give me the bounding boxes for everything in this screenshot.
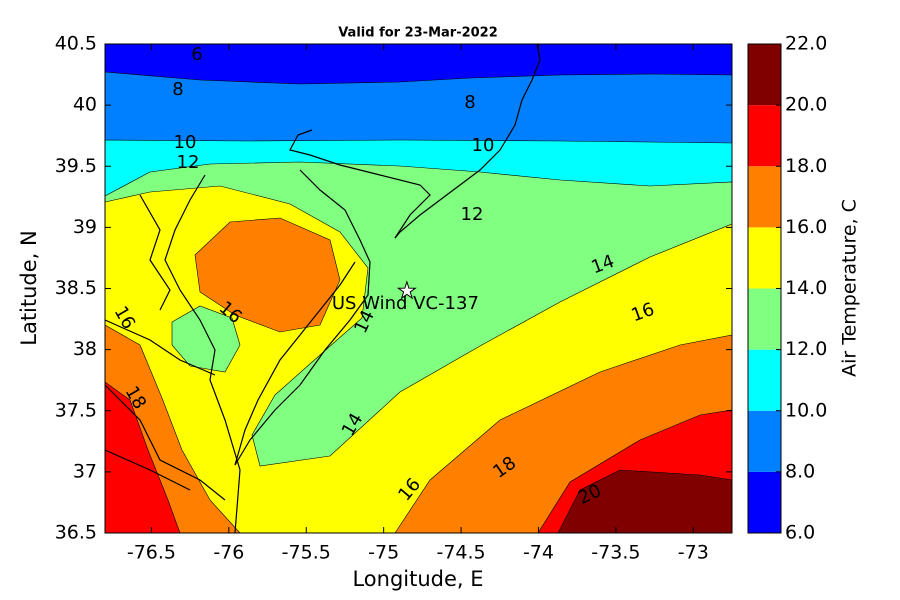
colorbar-tick-label: 22.0 bbox=[785, 33, 827, 55]
colorbar-swatch bbox=[748, 349, 781, 411]
coastline-segment bbox=[164, 174, 241, 534]
colorbar-tick-label: 10.0 bbox=[785, 399, 827, 421]
colorbar-swatch bbox=[748, 166, 781, 228]
y-tick-label: 40.5 bbox=[55, 33, 97, 55]
coastline-segment bbox=[234, 169, 371, 466]
contour-label: 8 bbox=[172, 79, 183, 100]
x-tick-label: -74 bbox=[523, 542, 554, 564]
coastline-segment bbox=[139, 194, 171, 311]
y-tick-label: 38.5 bbox=[55, 277, 97, 299]
x-tick-label: -76 bbox=[213, 542, 244, 564]
contour-label: 6 bbox=[191, 44, 202, 65]
contour-region bbox=[194, 217, 341, 333]
x-tick-label: -73 bbox=[678, 542, 709, 564]
chart-title: Valid for 23-Mar-2022 bbox=[338, 26, 498, 41]
coastline-segment bbox=[104, 384, 226, 501]
y-tick-label: 39.5 bbox=[55, 155, 97, 177]
colorbar-label: Air Temperature, C bbox=[839, 199, 861, 377]
colorbar-tick-label: 12.0 bbox=[785, 338, 827, 360]
contour-label: 8 bbox=[464, 92, 475, 113]
y-tick-label: 37.5 bbox=[55, 399, 97, 421]
colorbar-swatch bbox=[748, 44, 781, 106]
colorbar-swatch bbox=[748, 288, 781, 350]
y-tick-label: 40 bbox=[73, 94, 97, 116]
contour-label: 10 bbox=[472, 135, 495, 156]
site-label: US Wind VC-137 bbox=[332, 293, 479, 314]
x-tick-label: -76.5 bbox=[127, 542, 176, 564]
x-tick-label: -75.5 bbox=[282, 542, 331, 564]
colorbar-swatch bbox=[748, 410, 781, 472]
contour-region bbox=[171, 305, 241, 373]
colorbar-tick-label: 18.0 bbox=[785, 155, 827, 177]
contour-label: 10 bbox=[174, 132, 197, 153]
coastline-segment bbox=[104, 449, 191, 491]
colorbar-tick-label: 8.0 bbox=[785, 460, 815, 482]
y-tick-label: 38 bbox=[73, 338, 97, 360]
colorbar-swatch bbox=[748, 227, 781, 289]
contour-label: 12 bbox=[177, 152, 200, 173]
coastline-segment bbox=[289, 129, 431, 239]
y-tick-label: 39 bbox=[73, 216, 97, 238]
coastline-segment bbox=[394, 43, 541, 239]
colorbar-swatch bbox=[748, 105, 781, 167]
contour-fill bbox=[104, 43, 733, 534]
coastline-segment bbox=[104, 319, 216, 376]
colorbar-swatch bbox=[748, 471, 781, 533]
x-tick-label: -73.5 bbox=[591, 542, 640, 564]
x-axis-label: Longitude, E bbox=[352, 567, 483, 591]
contour-label: 12 bbox=[461, 204, 484, 225]
y-axis-label: Latitude, N bbox=[17, 230, 41, 346]
coastline bbox=[104, 43, 541, 534]
coastline-segment bbox=[234, 261, 356, 466]
y-tick-label: 37 bbox=[73, 460, 97, 482]
colorbar-tick-label: 20.0 bbox=[785, 94, 827, 116]
colorbar-tick-label: 6.0 bbox=[785, 522, 815, 544]
colorbar-tick-label: 16.0 bbox=[785, 216, 827, 238]
colorbar-tick-label: 14.0 bbox=[785, 277, 827, 299]
x-tick-label: -74.5 bbox=[436, 542, 485, 564]
x-tick-label: -75 bbox=[368, 542, 399, 564]
site-marker bbox=[396, 280, 417, 300]
y-tick-label: 36.5 bbox=[55, 522, 97, 544]
